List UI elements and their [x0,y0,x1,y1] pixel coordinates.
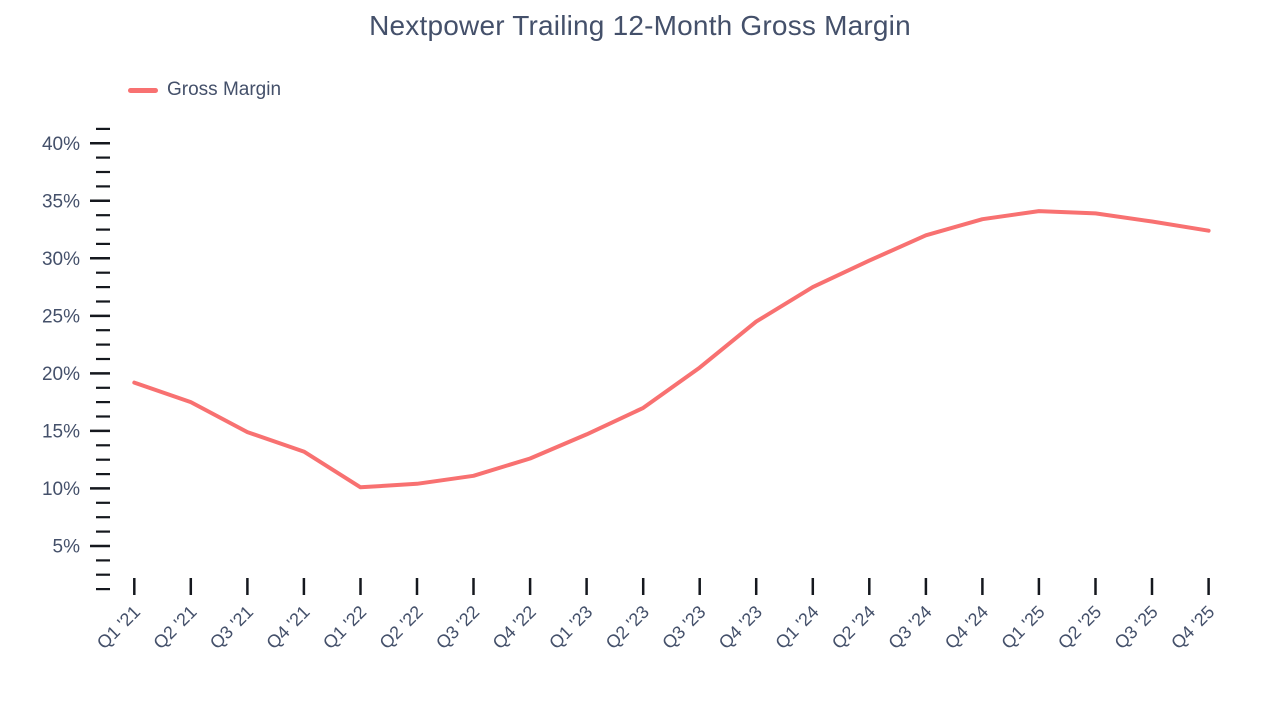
x-tick-label: Q4 '24 [941,602,992,653]
x-tick-label: Q4 '21 [262,602,313,653]
x-tick-label: Q2 '25 [1054,602,1105,653]
y-tick-label: 25% [42,306,80,327]
y-tick-label: 20% [42,364,80,385]
x-tick-label: Q1 '24 [771,602,822,653]
x-tick-label: Q3 '24 [884,602,935,653]
chart-title: Nextpower Trailing 12-Month Gross Margin [369,10,911,41]
x-tick-label: Q2 '21 [149,602,200,653]
x-tick-label: Q4 '22 [489,602,540,653]
x-tick-label: Q4 '23 [715,602,766,653]
y-tick-label: 5% [53,537,81,558]
y-tick-label: 15% [42,421,80,442]
x-tick-label: Q1 '22 [319,602,370,653]
y-tick-label: 30% [42,249,80,270]
legend-line-swatch [128,87,158,93]
x-tick-label: Q2 '24 [828,602,879,653]
gross-margin-line [132,209,1211,490]
x-tick-label: Q2 '23 [602,602,653,653]
x-tick-label: Q3 '23 [658,602,709,653]
x-tick-label: Q3 '22 [432,602,483,653]
y-tick-label: 35% [42,191,80,212]
x-tick-label: Q4 '25 [1167,602,1218,653]
x-tick-label: Q1 '23 [545,602,596,653]
legend-label: Gross Margin [167,79,282,100]
y-tick-label: 40% [42,134,80,155]
x-tick-label: Q1 '25 [997,602,1048,653]
x-tick-label: Q1 '21 [93,602,144,653]
y-tick-label: 10% [42,479,80,500]
x-tick-label: Q3 '21 [206,602,257,653]
legend[interactable]: Gross Margin [128,79,281,101]
x-tick-label: Q2 '22 [376,602,427,653]
x-tick-label: Q3 '25 [1111,602,1162,653]
